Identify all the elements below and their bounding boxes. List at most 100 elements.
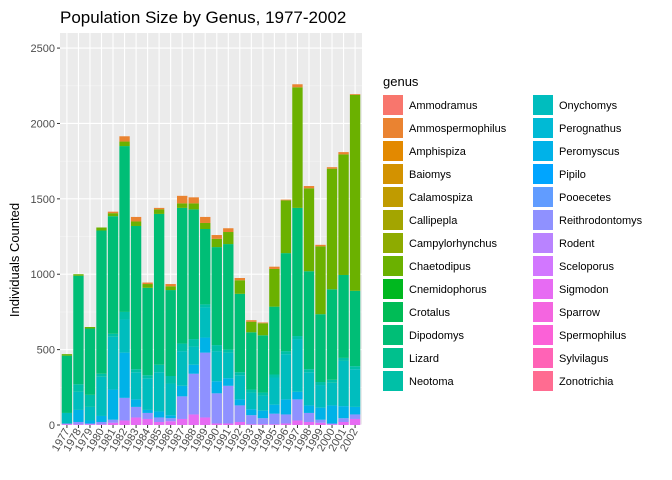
y-tick-label: 2500 bbox=[31, 43, 55, 55]
bar-segment bbox=[84, 420, 96, 424]
bar-segment bbox=[303, 421, 315, 425]
bar-segment bbox=[280, 253, 292, 352]
bar-segment bbox=[315, 244, 326, 247]
bar-segment bbox=[153, 417, 165, 422]
legend: Ammodramus Ammospermophilus Amphispiza Baio… bbox=[383, 95, 643, 391]
bar-segment bbox=[61, 355, 73, 413]
bar-segment bbox=[338, 421, 349, 425]
bar-segment bbox=[119, 397, 130, 421]
bar-segment bbox=[142, 282, 153, 285]
bar-segment bbox=[176, 385, 188, 397]
bar-segment bbox=[234, 372, 246, 376]
bar-segment bbox=[257, 395, 269, 411]
bar-segment bbox=[142, 418, 153, 425]
bar-segment bbox=[96, 230, 107, 374]
bar-segment bbox=[326, 167, 338, 169]
bar-segment bbox=[153, 209, 165, 214]
bar-segment bbox=[119, 311, 130, 320]
legend-label: Sparrow bbox=[559, 307, 600, 319]
bar-segment bbox=[257, 392, 269, 396]
legend-label: Rodent bbox=[559, 238, 594, 250]
bar-segment bbox=[211, 423, 222, 425]
y-tick-label: 2000 bbox=[31, 118, 55, 130]
bar-segment bbox=[107, 419, 119, 423]
bar-segment bbox=[119, 141, 130, 147]
legend-item: Callipepla bbox=[383, 210, 458, 230]
bar-segment bbox=[280, 399, 292, 415]
legend-key bbox=[383, 371, 403, 391]
bar-segment bbox=[326, 382, 338, 406]
legend-label: Pooecetes bbox=[559, 192, 611, 204]
bar-segment bbox=[269, 413, 280, 425]
bar-segment bbox=[200, 229, 211, 305]
legend-item: Reithrodontomys bbox=[533, 210, 643, 230]
bar-segment bbox=[326, 289, 338, 380]
bar-segment bbox=[107, 216, 119, 334]
bar-segment bbox=[223, 244, 234, 350]
legend-label: Peromyscus bbox=[559, 146, 620, 158]
bar-segment bbox=[303, 405, 315, 413]
bar-segment bbox=[84, 424, 96, 425]
legend-item: Zonotrichia bbox=[533, 371, 614, 391]
bar-segment bbox=[142, 287, 153, 376]
legend-label: Cnemidophorus bbox=[409, 284, 487, 296]
bar-segment bbox=[119, 352, 130, 398]
legend-item: Campylorhynchus bbox=[383, 233, 498, 253]
legend-label: Sylvilagus bbox=[559, 353, 609, 365]
bar-segment bbox=[257, 322, 269, 324]
bar-segment bbox=[61, 412, 73, 424]
bar-segment bbox=[246, 321, 257, 333]
bar-segment bbox=[338, 152, 349, 155]
legend-label: Calamospiza bbox=[409, 192, 473, 204]
bar-segment bbox=[292, 399, 303, 421]
bar-segment bbox=[142, 375, 153, 379]
bar-segment bbox=[176, 351, 188, 386]
bar-segment bbox=[153, 372, 165, 412]
legend-label: Baiomys bbox=[409, 169, 452, 181]
legend-label: Ammodramus bbox=[409, 100, 478, 112]
bar-segment bbox=[84, 328, 96, 395]
bar-segment bbox=[200, 222, 211, 229]
bar-segment bbox=[188, 209, 199, 340]
legend-key bbox=[383, 302, 403, 322]
bar-segment bbox=[107, 336, 119, 390]
bar-segment bbox=[269, 374, 280, 378]
bar-segment bbox=[280, 423, 292, 425]
bar-segment bbox=[73, 421, 84, 425]
y-tick-label: 1500 bbox=[31, 194, 55, 206]
bar-segment bbox=[326, 423, 338, 425]
bar-segment bbox=[269, 377, 280, 405]
bar-segment bbox=[211, 381, 222, 394]
bar-segment bbox=[326, 405, 338, 424]
legend-label: Perognathus bbox=[559, 123, 622, 135]
bar-segment bbox=[107, 389, 119, 420]
bar-segment bbox=[246, 320, 257, 322]
bar-segment bbox=[223, 349, 234, 353]
bar-segment bbox=[130, 406, 142, 418]
legend-item: Neotoma bbox=[383, 371, 455, 391]
legend-item: Pooecetes bbox=[533, 187, 611, 207]
legend-key bbox=[533, 95, 553, 115]
bar-segment bbox=[234, 278, 246, 281]
bar-segment bbox=[165, 418, 176, 422]
bar-segment bbox=[246, 409, 257, 416]
bar-segment bbox=[269, 306, 280, 375]
bar-segment bbox=[200, 417, 211, 425]
bar-segment bbox=[234, 280, 246, 294]
bar-segment bbox=[84, 327, 96, 329]
legend-item: Calamospiza bbox=[383, 187, 473, 207]
legend-key bbox=[383, 348, 403, 368]
bar-segment bbox=[211, 351, 222, 382]
bar-segment bbox=[188, 203, 199, 210]
legend-key bbox=[533, 141, 553, 161]
bar-segment bbox=[234, 375, 246, 400]
legend-item: Sceloporus bbox=[533, 256, 615, 276]
bar-segment bbox=[234, 421, 246, 425]
bar-segment bbox=[223, 385, 234, 424]
bar-segment bbox=[257, 323, 269, 336]
bar-segment bbox=[73, 384, 84, 392]
legend-item: Chaetodipus bbox=[383, 256, 471, 276]
legend-label: Lizard bbox=[409, 353, 439, 365]
bar-segment bbox=[349, 406, 361, 415]
